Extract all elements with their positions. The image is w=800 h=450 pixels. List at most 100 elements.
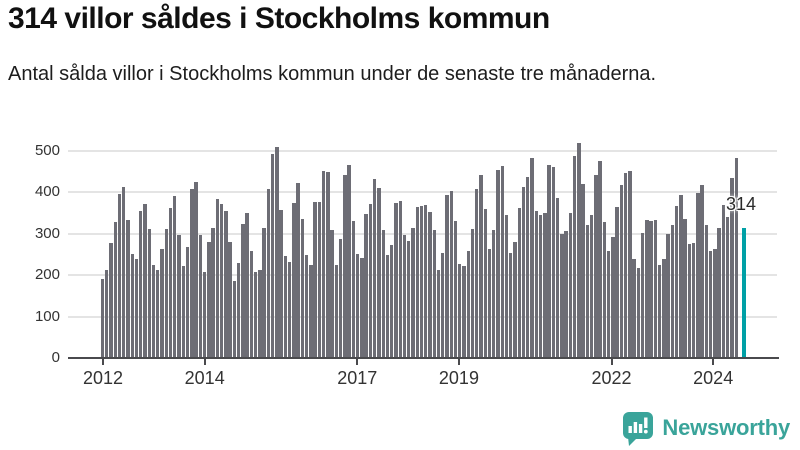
y-axis-tick-label: 200 <box>34 266 60 284</box>
x-axis-tick-label: 2014 <box>184 368 225 388</box>
bar-month <box>381 230 385 358</box>
gridline-500 <box>68 149 777 152</box>
x-axis-tick-label: 2024 <box>693 368 734 388</box>
bar-month <box>649 221 653 358</box>
bar-month <box>147 228 151 358</box>
bar-month <box>619 185 624 358</box>
bar-month <box>139 210 143 358</box>
bar-month <box>245 212 249 358</box>
bar-month <box>734 157 738 358</box>
bar-month <box>623 172 628 358</box>
bar-month <box>691 242 696 358</box>
bar-month <box>321 171 326 358</box>
bar-month <box>364 214 368 358</box>
bar-month <box>534 211 538 358</box>
bar-month <box>343 175 347 358</box>
bar-month <box>279 210 283 358</box>
gridline-400 <box>68 191 777 194</box>
bar-month <box>232 280 237 358</box>
bar-month <box>360 257 364 358</box>
bar-month <box>317 201 322 358</box>
bar-month <box>338 238 343 358</box>
bar-month <box>109 242 113 358</box>
bar-month <box>700 185 704 358</box>
bar-month <box>266 189 271 358</box>
bar-month <box>304 255 309 358</box>
bar-month <box>134 259 139 358</box>
newsworthy-logo[interactable]: Newsworthy <box>620 410 790 446</box>
bar-month <box>402 235 407 358</box>
y-axis-tick-label: 0 <box>51 349 60 366</box>
bar-month <box>173 195 177 358</box>
newsworthy-speech-bubble-chart-icon <box>623 412 654 446</box>
bar-month <box>479 175 483 358</box>
bar-month <box>475 188 479 358</box>
x-axis-tick <box>610 359 613 366</box>
bar-month <box>355 253 360 358</box>
bar-month <box>602 222 607 358</box>
bar-month <box>560 233 564 358</box>
bar-month <box>292 203 296 358</box>
bar-month <box>347 164 351 358</box>
bar-month <box>598 161 602 358</box>
bar-month <box>164 228 168 358</box>
bar-month <box>521 186 526 358</box>
bar-month <box>662 258 666 358</box>
bar-month <box>568 213 573 358</box>
bar-month <box>407 241 411 358</box>
bar-month <box>589 215 594 358</box>
bar-month <box>160 248 164 358</box>
bar-month <box>249 251 254 358</box>
x-axis-tick <box>356 359 359 366</box>
bar-month <box>283 256 288 358</box>
bar-month <box>194 181 198 358</box>
bar-month <box>487 248 492 358</box>
bar-month <box>368 203 373 358</box>
bar-month <box>594 175 598 358</box>
bar-month <box>564 230 568 358</box>
bar-month <box>453 221 458 358</box>
bar-month <box>428 212 432 358</box>
bar-month <box>509 252 513 358</box>
y-axis-tick-label: 100 <box>34 307 60 325</box>
bar-month <box>105 270 109 358</box>
bar-month <box>236 263 241 358</box>
bar-month <box>377 187 381 358</box>
bar-month <box>513 242 517 358</box>
bar-month <box>500 166 504 358</box>
bar-month <box>577 143 581 358</box>
bar-month <box>300 219 305 358</box>
y-axis-tick-label: 400 <box>34 183 60 201</box>
bar-month <box>687 243 692 358</box>
bar-month <box>398 201 402 358</box>
x-axis-tick-label: 2017 <box>337 368 378 388</box>
bar-month <box>432 230 436 358</box>
bar-month <box>275 146 279 358</box>
bar-month <box>287 261 292 358</box>
bar-month <box>253 271 258 358</box>
bar-month <box>177 234 181 358</box>
bar-month <box>326 172 330 358</box>
bar-month <box>717 227 721 358</box>
highlight-bar-latest <box>741 227 746 358</box>
bar-month <box>100 279 105 358</box>
bar-month <box>585 225 590 358</box>
bar-month <box>190 188 194 358</box>
bar-month <box>551 167 555 358</box>
bar-month <box>270 153 275 358</box>
bar-month <box>262 227 266 358</box>
bar-month <box>390 244 394 358</box>
bar-month <box>394 203 398 358</box>
bar-month <box>504 215 509 358</box>
bar-month <box>330 229 334 358</box>
bar-month <box>657 264 662 358</box>
x-axis-tick <box>712 359 715 366</box>
bar-month <box>436 270 441 358</box>
page-subtitle: Antal sålda villor i Stockholms kommun u… <box>8 63 657 85</box>
bar-month <box>334 264 339 358</box>
bar-month <box>415 206 419 358</box>
bar-month <box>483 209 487 358</box>
bar-month <box>441 252 445 358</box>
